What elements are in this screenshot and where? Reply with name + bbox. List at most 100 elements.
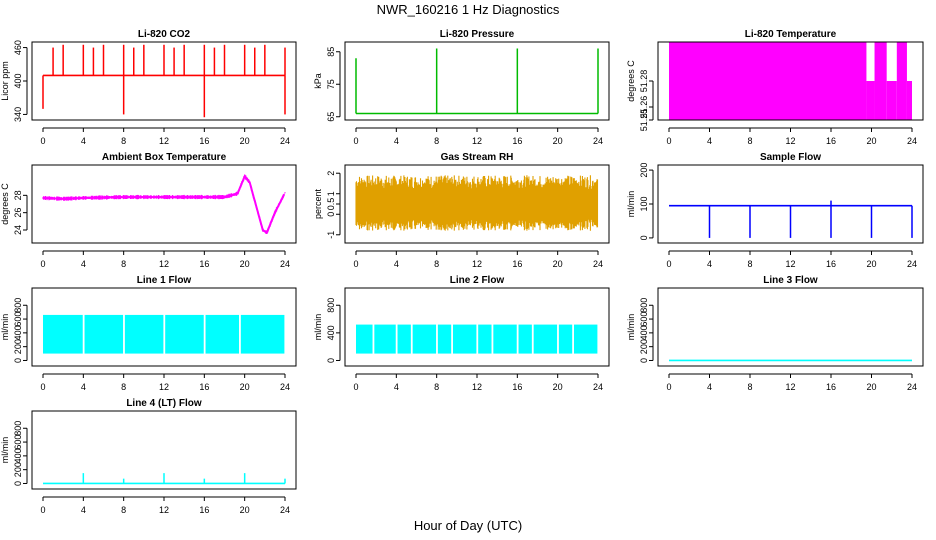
- chart-y-axis-label: degrees C: [626, 60, 636, 102]
- x-tick-label: 0: [353, 136, 358, 146]
- chart-series: [43, 314, 285, 354]
- x-tick-label: 16: [199, 505, 209, 515]
- step-block: [874, 42, 887, 120]
- chart-series: [42, 174, 286, 235]
- chart-title: Sample Flow: [760, 152, 821, 163]
- plot-frame: [344, 41, 610, 121]
- x-tick-label: 12: [472, 382, 482, 392]
- chart-y-axis-label: Licor ppm: [0, 61, 10, 101]
- flow-band: [397, 324, 411, 354]
- y-tick-label: 460: [13, 40, 23, 55]
- plot-frame: [31, 41, 297, 121]
- x-tick-label: 0: [40, 136, 45, 146]
- x-tick-label: 4: [394, 259, 399, 269]
- x-tick-label: 20: [553, 136, 563, 146]
- chart-series: [669, 42, 912, 120]
- chart-y-axis-label: ml/min: [0, 314, 10, 341]
- x-tick-label: 16: [199, 382, 209, 392]
- x-tick-label: 12: [159, 259, 169, 269]
- x-tick-label: 4: [394, 382, 399, 392]
- x-axis: 0 4 8 12 16 20 24: [40, 250, 290, 269]
- x-tick-label: 16: [512, 259, 522, 269]
- flow-band: [43, 314, 83, 354]
- x-tick-label: 24: [593, 259, 603, 269]
- x-tick-label: 12: [472, 136, 482, 146]
- y-tick-label: 28: [13, 190, 23, 200]
- x-tick-label: 4: [394, 136, 399, 146]
- y-tick-label: 600: [13, 312, 23, 327]
- plot-frame: [657, 164, 924, 244]
- x-tick-label: 0: [40, 505, 45, 515]
- x-tick-label: 20: [866, 259, 876, 269]
- figure-x-axis-label: Hour of Day (UTC): [413, 518, 523, 533]
- x-tick-label: 8: [434, 259, 439, 269]
- flow-band: [437, 324, 452, 354]
- x-tick-label: 8: [434, 136, 439, 146]
- chart-y-axis-label: ml/min: [626, 314, 636, 341]
- y-tick-label: 800: [13, 421, 23, 436]
- y-tick-label: 200: [639, 339, 649, 354]
- chart-title: Line 4 (LT) Flow: [126, 398, 202, 409]
- temp-noise: [42, 174, 286, 234]
- x-tick-label: 0: [353, 382, 358, 392]
- chart-panel: Line 2 Flow ml/min 0 4 8 12 16 20 24 0 400 800: [313, 275, 610, 392]
- flow-band: [573, 324, 598, 354]
- flow-band: [493, 324, 517, 354]
- step-block: [906, 81, 912, 120]
- y-axis: 340 400 460: [13, 40, 28, 122]
- x-tick-label: 24: [280, 259, 290, 269]
- chart-panel: Sample Flow ml/min 0 4 8 12 16 20 24 0 100 200: [626, 152, 924, 269]
- x-tick-label: 0: [353, 259, 358, 269]
- x-axis: 0 4 8 12 16 20 24: [40, 373, 290, 392]
- chart-series: [355, 48, 599, 115]
- x-tick-label: 20: [866, 136, 876, 146]
- x-tick-label: 24: [280, 505, 290, 515]
- x-tick-label: 12: [159, 136, 169, 146]
- x-tick-label: 4: [707, 136, 712, 146]
- x-tick-label: 8: [434, 382, 439, 392]
- y-tick-label: 0: [639, 358, 649, 363]
- chart-panel: Line 1 Flow ml/min 0 4 8 12 16 20 24 0 20040060080…: [0, 275, 297, 392]
- x-tick-label: 8: [121, 382, 126, 392]
- y-tick-label: 200: [639, 163, 649, 178]
- chart-y-axis-label: ml/min: [0, 437, 10, 464]
- flow-band: [478, 324, 492, 354]
- chart-panel: Line 3 Flow ml/min 0 4 8 12 16 20 24 0 20040060080…: [626, 275, 924, 392]
- chart-panel: Li-820 Pressure kPa 0 4 8 12 16 20 24 65 75 85: [313, 29, 610, 146]
- x-tick-label: 20: [866, 382, 876, 392]
- y-tick-label: 1: [326, 191, 336, 196]
- chart-series: [355, 175, 599, 231]
- y-tick-label: 200: [13, 462, 23, 477]
- flow-band: [165, 314, 204, 354]
- flow-band: [374, 324, 396, 354]
- plot-frame: [344, 164, 610, 244]
- x-tick-label: 12: [785, 136, 795, 146]
- flow-band: [205, 314, 240, 354]
- y-tick-label: 600: [13, 435, 23, 450]
- y-tick-label: 51.28: [639, 70, 649, 93]
- y-tick-label: 26: [13, 208, 23, 218]
- y-tick-label: 85: [326, 47, 336, 57]
- x-axis: 0 4 8 12 16 20 24: [40, 496, 290, 515]
- y-tick-label: 0: [13, 358, 23, 363]
- x-tick-label: 24: [907, 259, 917, 269]
- y-tick-label: 100: [639, 196, 649, 211]
- y-tick-label: -1: [326, 231, 336, 239]
- x-tick-label: 20: [553, 259, 563, 269]
- chart-y-axis-label: ml/min: [626, 191, 636, 218]
- chart-series: [356, 324, 598, 354]
- flow-band: [533, 324, 558, 354]
- x-tick-label: 8: [121, 259, 126, 269]
- y-tick-label: 400: [326, 325, 336, 340]
- y-tick-label: 2: [326, 171, 336, 176]
- y-tick-label: 200: [13, 339, 23, 354]
- y-tick-label: 800: [13, 298, 23, 313]
- y-axis: 24 26 28: [13, 190, 28, 235]
- chart-y-axis-label: percent: [313, 188, 323, 219]
- x-tick-label: 24: [280, 382, 290, 392]
- chart-title: Li-820 Pressure: [440, 29, 515, 40]
- step-block: [886, 81, 897, 120]
- y-tick-label: 51.25: [639, 109, 649, 132]
